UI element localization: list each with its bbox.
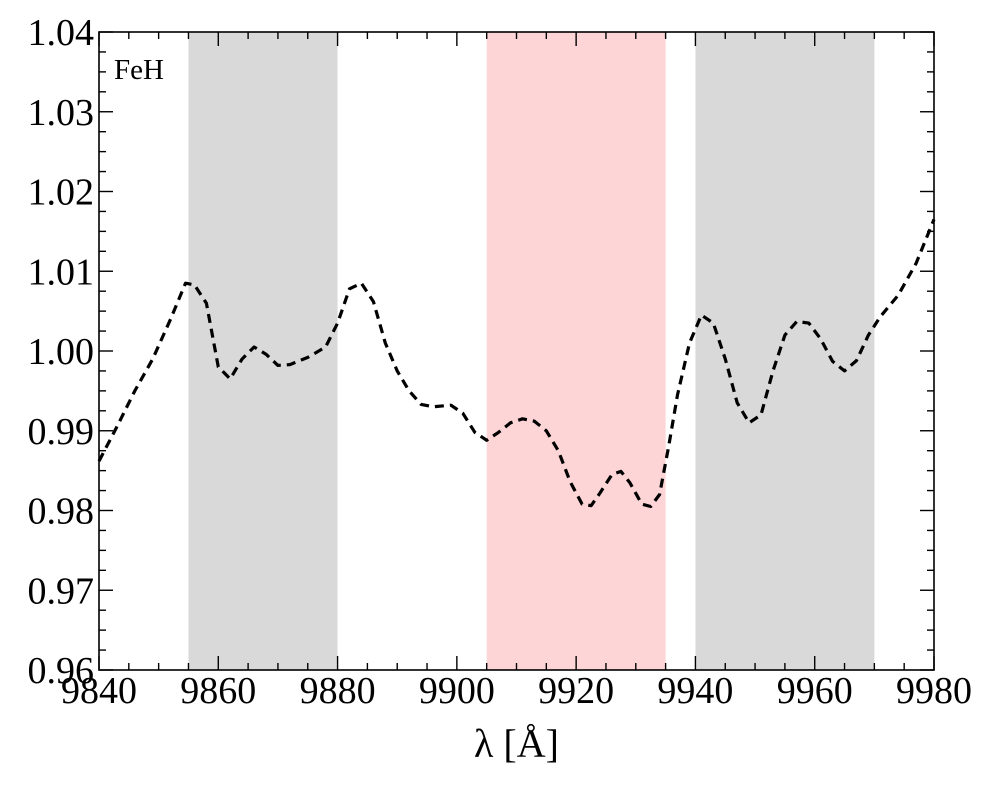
y-tick-label: 1.01 [28, 251, 95, 293]
y-tick-label: 0.98 [28, 491, 95, 533]
x-tick-label: 9940 [657, 670, 733, 712]
y-tick-label: 1.04 [28, 12, 95, 54]
x-tick-label: 9840 [61, 670, 137, 712]
x-tick-label: 9960 [777, 670, 853, 712]
series-line-0 [97, 218, 936, 509]
axis-ticks [98, 31, 935, 671]
y-tick-label: 0.99 [28, 411, 95, 453]
y-tick-label: 0.97 [28, 570, 95, 612]
x-tick-label: 9980 [896, 670, 972, 712]
x-axis-label: λ [Å] [474, 721, 559, 766]
y-tick-label: 1.02 [28, 172, 95, 214]
x-tick-label: 9920 [538, 670, 614, 712]
y-tick-label: 1.00 [28, 331, 95, 373]
highlight-bands [188, 32, 875, 670]
x-tick-label: 9880 [300, 670, 376, 712]
panel-label: FeH [114, 54, 164, 86]
tick-labels: 9840 9860 9880 9900 9920 9940 9960 9980 0.96 0.97… [28, 12, 973, 712]
y-tick-label: 1.03 [28, 92, 95, 134]
y-tick-label: 0.96 [28, 650, 95, 692]
band-2 [695, 32, 875, 670]
data-series [97, 218, 936, 509]
x-tick-label: 9900 [419, 670, 495, 712]
band-1 [486, 32, 666, 670]
x-tick-label: 9860 [180, 670, 256, 712]
